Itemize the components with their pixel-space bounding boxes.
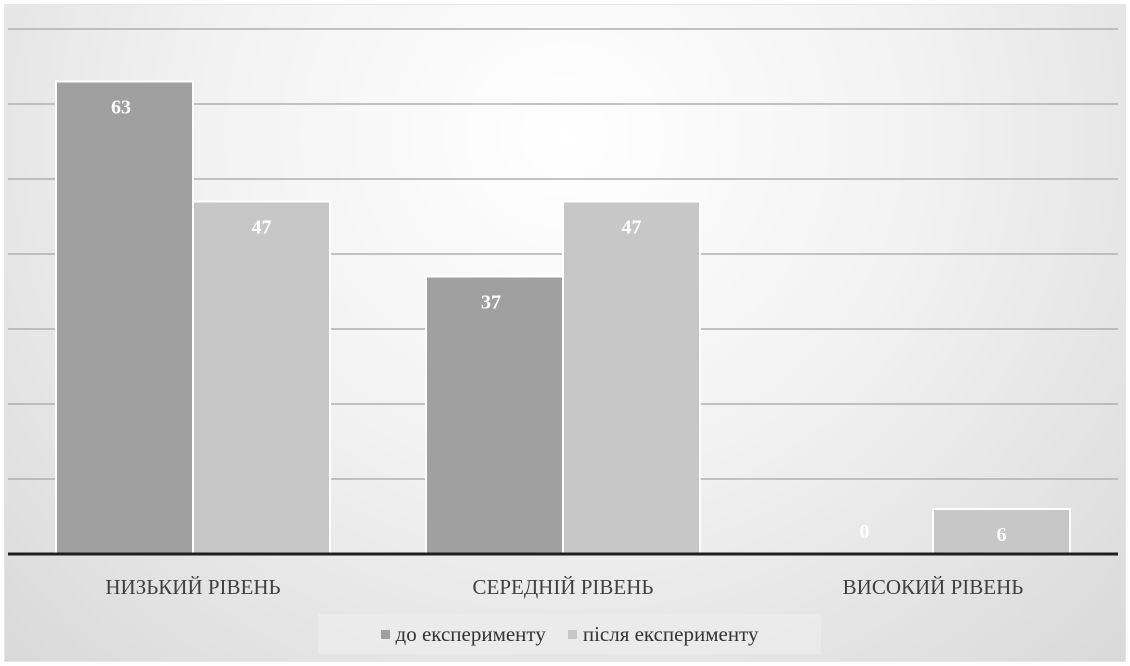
data-label-2-1: 6 xyxy=(997,524,1007,546)
data-label-0-0: 63 xyxy=(111,97,131,119)
bar-1-0 xyxy=(425,275,564,555)
data-label-2-0: 0 xyxy=(860,521,870,543)
category-label-1: СЕРЕДНІЙ РІВЕНЬ xyxy=(473,575,654,599)
legend-swatch-before xyxy=(380,629,390,639)
legend-item-after: після експерименту xyxy=(567,621,759,647)
data-label-1-1: 47 xyxy=(622,217,642,239)
category-label-2: ВИСОКИЙ РІВЕНЬ xyxy=(843,575,1024,599)
category-label-0: НИЗЬКИЙ РІВЕНЬ xyxy=(105,575,280,599)
data-label-1-0: 37 xyxy=(481,292,501,314)
bar-0-1 xyxy=(192,200,331,555)
bar-0-0 xyxy=(55,80,194,555)
legend: до експерименту після експерименту xyxy=(318,614,821,654)
legend-label-before: до експерименту xyxy=(395,621,546,646)
legend-swatch-after xyxy=(567,629,577,639)
bar-2-1 xyxy=(932,508,1071,555)
bar-1-1 xyxy=(562,200,701,555)
data-label-0-1: 47 xyxy=(252,217,272,239)
legend-item-before: до експерименту xyxy=(380,621,546,647)
bars xyxy=(55,80,1071,555)
data-labels: 63 47 37 47 0 6 xyxy=(111,97,1007,547)
category-labels: НИЗЬКИЙ РІВЕНЬ СЕРЕДНІЙ РІВЕНЬ ВИСОКИЙ РІВ… xyxy=(105,575,1023,599)
legend-label-after: після експерименту xyxy=(582,621,759,646)
